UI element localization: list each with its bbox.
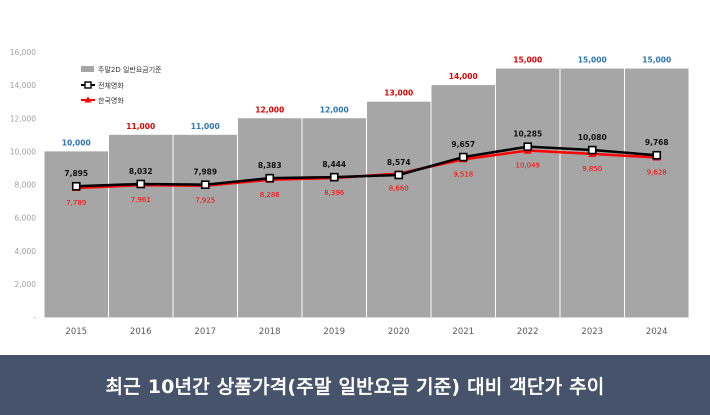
- bars-group: 10,000 11,000 11,000 12,000 12,000 13,000 14,0…: [44, 56, 689, 317]
- legend-bar-swatch: [81, 66, 94, 72]
- y-tick-label: 12,000: [10, 114, 36, 123]
- x-tick-label: 2018: [259, 327, 281, 337]
- bar: [109, 134, 173, 317]
- y-tick-label: -: [33, 313, 36, 322]
- bar: [238, 118, 302, 317]
- bar: [44, 151, 108, 317]
- korean-value-label: 7,789: [66, 199, 86, 207]
- korean-value-label: 9,850: [582, 165, 602, 173]
- total-point: [329, 172, 339, 182]
- bar-value-label: 13,000: [384, 89, 413, 98]
- x-tick-label: 2023: [581, 327, 603, 337]
- x-tick-label: 2016: [130, 327, 152, 337]
- korean-value-label: 10,049: [516, 162, 541, 170]
- bar: [302, 118, 366, 317]
- bar: [496, 68, 560, 317]
- bar: [431, 85, 495, 317]
- total-series-line: [76, 145, 657, 188]
- korean-value-label: 8,286: [260, 191, 281, 199]
- total-value-label: 8,032: [129, 167, 153, 176]
- y-tick-label: 6,000: [15, 214, 37, 223]
- total-point: [394, 170, 404, 180]
- total-value-label: 9,768: [645, 138, 669, 147]
- bar-value-label: 11,000: [126, 122, 155, 131]
- bar: [625, 68, 689, 317]
- legend-total-label: 전체영화: [98, 81, 124, 90]
- total-value-label: 10,285: [513, 130, 542, 139]
- y-tick-label: 14,000: [10, 81, 36, 90]
- y-tick-label: 2,000: [15, 280, 37, 289]
- legend-total-marker: [84, 81, 92, 89]
- total-value-label: 8,383: [258, 161, 282, 170]
- total-point: [200, 180, 210, 189]
- y-tick-label: 16,000: [10, 48, 36, 57]
- total-value-label: 8,574: [387, 158, 411, 167]
- bar-value-label: 15,000: [513, 56, 542, 65]
- x-tick-label: 2022: [517, 327, 539, 337]
- bar: [367, 101, 431, 317]
- korean-value-label: 7,925: [195, 197, 215, 205]
- total-value-label: 10,080: [578, 133, 607, 142]
- y-tick-label: 10,000: [10, 147, 36, 156]
- x-tick-label: 2021: [452, 327, 474, 337]
- bar: [560, 68, 624, 317]
- x-tick-label: 2019: [323, 327, 345, 337]
- total-point: [265, 173, 275, 183]
- bar-value-label: 15,000: [642, 56, 671, 65]
- lines-group: 7,895 8,032 7,989 8,383 8,444 8,574 9,657 10,28…: [64, 130, 668, 207]
- total-point: [652, 150, 662, 160]
- total-value-label: 8,444: [322, 160, 346, 169]
- y-tick-label: 4,000: [15, 247, 37, 256]
- y-axis: - 2,000 4,000 6,000 8,000 10,000 12,000 14,000 1…: [10, 48, 37, 322]
- x-tick-label: 2020: [388, 327, 410, 337]
- bar: [173, 134, 237, 317]
- total-point: [587, 145, 597, 155]
- x-tick-label: 2017: [194, 327, 216, 337]
- korean-value-label: 9,518: [453, 170, 473, 178]
- legend-korean-marker: [84, 96, 92, 103]
- legend-korean-label: 한국영화: [98, 96, 124, 105]
- total-value-label: 7,895: [64, 169, 88, 178]
- total-value-label: 9,657: [451, 140, 475, 149]
- bar-value-label: 10,000: [62, 138, 91, 147]
- total-point: [458, 152, 468, 162]
- x-tick-label: 2024: [646, 327, 668, 337]
- total-value-label: 7,989: [193, 168, 217, 177]
- bar-value-label: 12,000: [320, 105, 349, 114]
- bar-value-label: 11,000: [191, 122, 220, 131]
- x-axis: 2015 2016 2017 2018 2019 2020 2021 2022 2023 2024: [44, 317, 689, 337]
- korean-value-label: 7,961: [131, 196, 151, 204]
- caption-text: 최근 10년간 상품가격(주말 일반요금 기준) 대비 객단가 추이: [105, 375, 605, 398]
- x-tick-label: 2015: [65, 327, 87, 337]
- korean-value-label: 9,628: [647, 169, 667, 177]
- total-point: [136, 179, 146, 189]
- y-tick-label: 8,000: [15, 181, 37, 190]
- bar-value-label: 14,000: [449, 72, 478, 81]
- bar-value-label: 15,000: [578, 56, 607, 65]
- legend-bar-label: 주말2D 일반요금기준: [98, 65, 162, 74]
- total-point: [71, 181, 81, 191]
- caption-bar: 최근 10년간 상품가격(주말 일반요금 기준) 대비 객단가 추이: [0, 355, 710, 415]
- bar-value-label: 12,000: [255, 105, 284, 114]
- total-point: [523, 142, 533, 151]
- korean-value-label: 8,660: [389, 185, 409, 193]
- korean-value-label: 8,396: [324, 189, 345, 197]
- chart-area: -2,0004,0006,0008,00010,00012,00014,0001…: [10, 48, 689, 337]
